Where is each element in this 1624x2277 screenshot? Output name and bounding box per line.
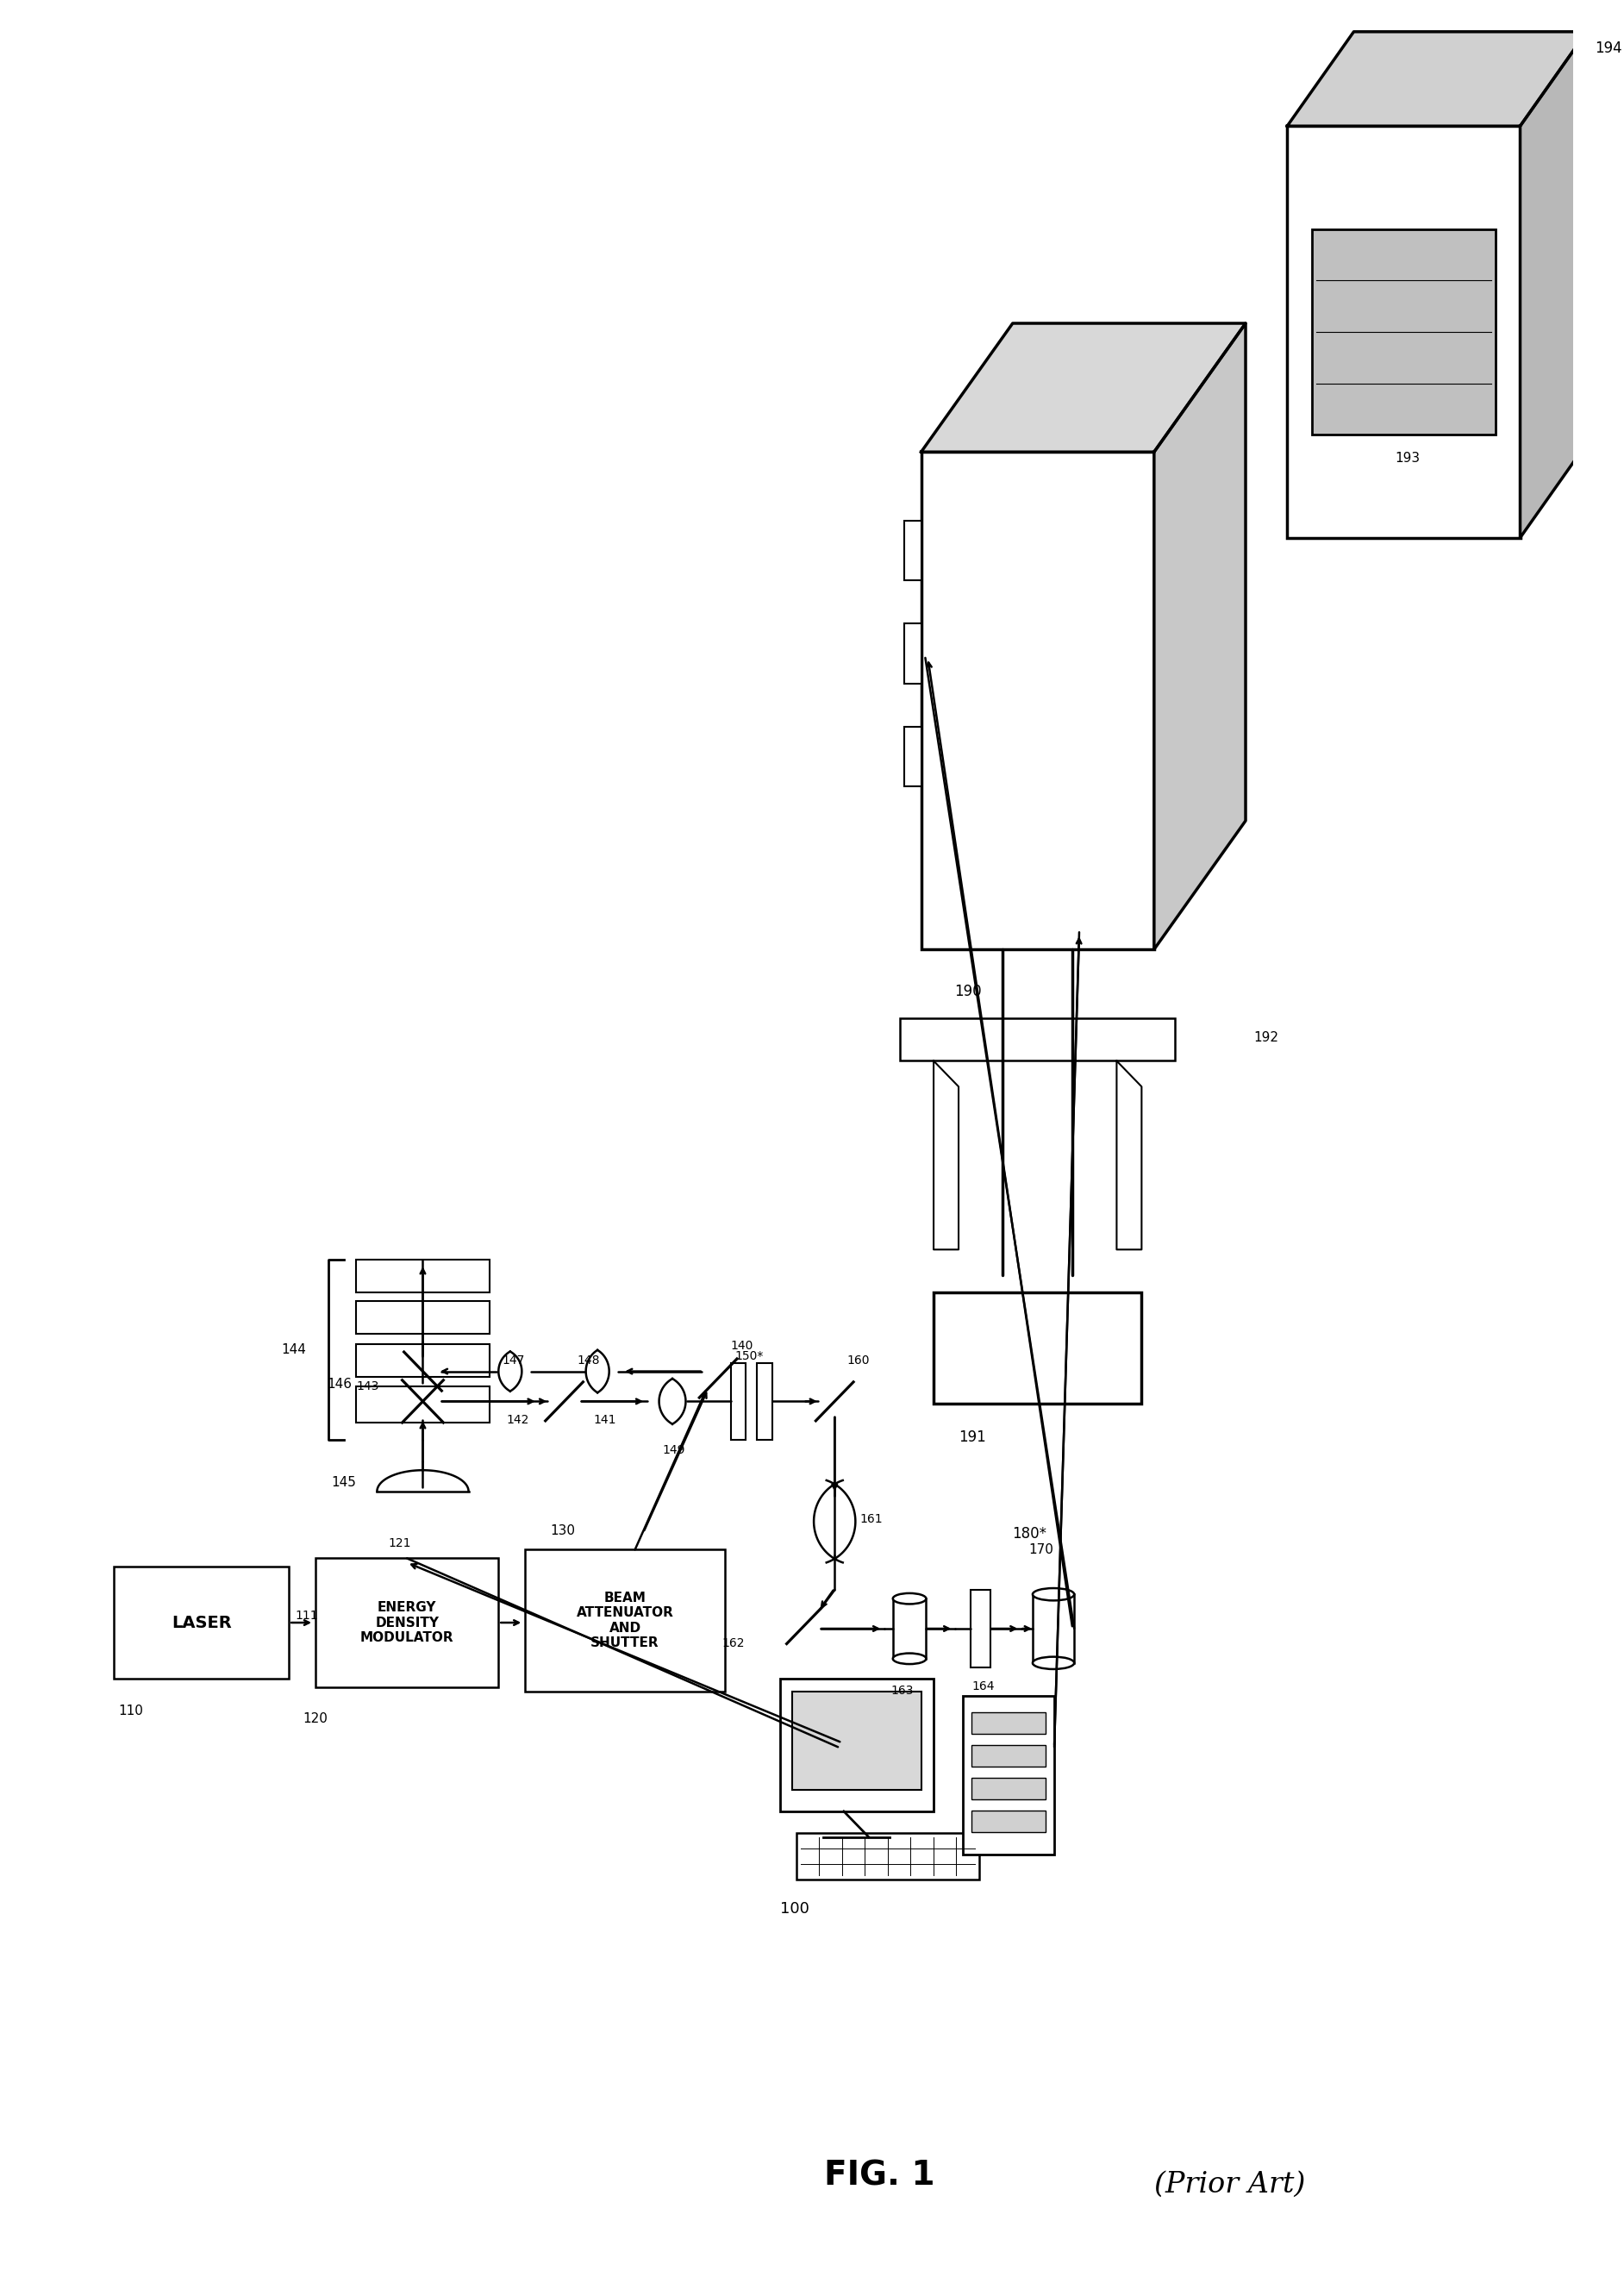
Ellipse shape <box>893 1594 926 1603</box>
Bar <box>905 521 921 581</box>
Bar <box>731 1362 745 1439</box>
Bar <box>796 1833 979 1881</box>
Polygon shape <box>1155 323 1246 950</box>
Text: 164: 164 <box>971 1680 996 1692</box>
Bar <box>780 1678 934 1810</box>
Text: 143: 143 <box>356 1380 378 1391</box>
Text: LASER: LASER <box>172 1614 232 1630</box>
Bar <box>356 1300 489 1334</box>
Ellipse shape <box>1033 1658 1073 1669</box>
Text: 148: 148 <box>577 1355 599 1366</box>
Text: 191: 191 <box>958 1430 986 1446</box>
Bar <box>963 1696 1054 1853</box>
Text: 170: 170 <box>1028 1544 1054 1555</box>
Text: 194: 194 <box>1595 41 1622 57</box>
Bar <box>757 1362 773 1439</box>
Bar <box>114 1567 289 1678</box>
Text: 110: 110 <box>119 1703 143 1717</box>
Polygon shape <box>921 323 1246 451</box>
Text: 163: 163 <box>892 1685 914 1696</box>
Bar <box>971 1744 1046 1767</box>
Polygon shape <box>1288 32 1587 125</box>
Bar <box>1312 230 1496 435</box>
Bar <box>315 1557 499 1687</box>
Ellipse shape <box>1033 1587 1073 1601</box>
Ellipse shape <box>893 1653 926 1664</box>
Bar <box>793 1692 921 1790</box>
Text: (Prior Art): (Prior Art) <box>1155 2170 1306 2197</box>
Text: 141: 141 <box>593 1414 615 1425</box>
Text: 149: 149 <box>663 1444 685 1457</box>
Text: 162: 162 <box>723 1637 745 1649</box>
Text: 120: 120 <box>304 1712 328 1726</box>
Text: 144: 144 <box>281 1343 307 1357</box>
Text: 193: 193 <box>1395 451 1421 465</box>
Text: 142: 142 <box>507 1414 529 1425</box>
Text: 180*: 180* <box>1012 1526 1046 1542</box>
Bar <box>356 1343 489 1378</box>
Bar <box>1288 125 1520 537</box>
Bar <box>971 1810 1046 1833</box>
Bar <box>905 624 921 683</box>
Text: BEAM
ATTENUATOR
AND
SHUTTER: BEAM ATTENUATOR AND SHUTTER <box>577 1592 674 1649</box>
Bar <box>525 1551 724 1692</box>
Polygon shape <box>1520 32 1587 537</box>
Bar <box>893 1598 926 1658</box>
Bar <box>356 1387 489 1423</box>
Bar <box>905 726 921 786</box>
Bar <box>356 1259 489 1293</box>
Text: 140: 140 <box>731 1339 754 1353</box>
Bar <box>921 451 1155 950</box>
Bar <box>971 1778 1046 1799</box>
Bar <box>1033 1594 1073 1662</box>
Bar <box>934 1293 1142 1405</box>
Text: 161: 161 <box>859 1512 882 1526</box>
Text: FIG. 1: FIG. 1 <box>823 2159 935 2193</box>
Text: 130: 130 <box>551 1523 575 1537</box>
Bar <box>900 1018 1174 1061</box>
Text: 192: 192 <box>1254 1031 1280 1043</box>
Text: ENERGY
DENSITY
MODULATOR: ENERGY DENSITY MODULATOR <box>361 1601 453 1644</box>
Text: 145: 145 <box>331 1475 356 1489</box>
Text: 150*: 150* <box>734 1350 763 1362</box>
Bar <box>970 1589 991 1667</box>
Text: 146: 146 <box>326 1378 352 1391</box>
Text: 190: 190 <box>955 984 981 1000</box>
Text: 121: 121 <box>388 1537 411 1548</box>
Text: 160: 160 <box>848 1355 870 1366</box>
Bar <box>971 1712 1046 1735</box>
Text: 100: 100 <box>780 1901 809 1917</box>
Text: 111: 111 <box>296 1610 318 1621</box>
Text: 147: 147 <box>502 1355 525 1366</box>
